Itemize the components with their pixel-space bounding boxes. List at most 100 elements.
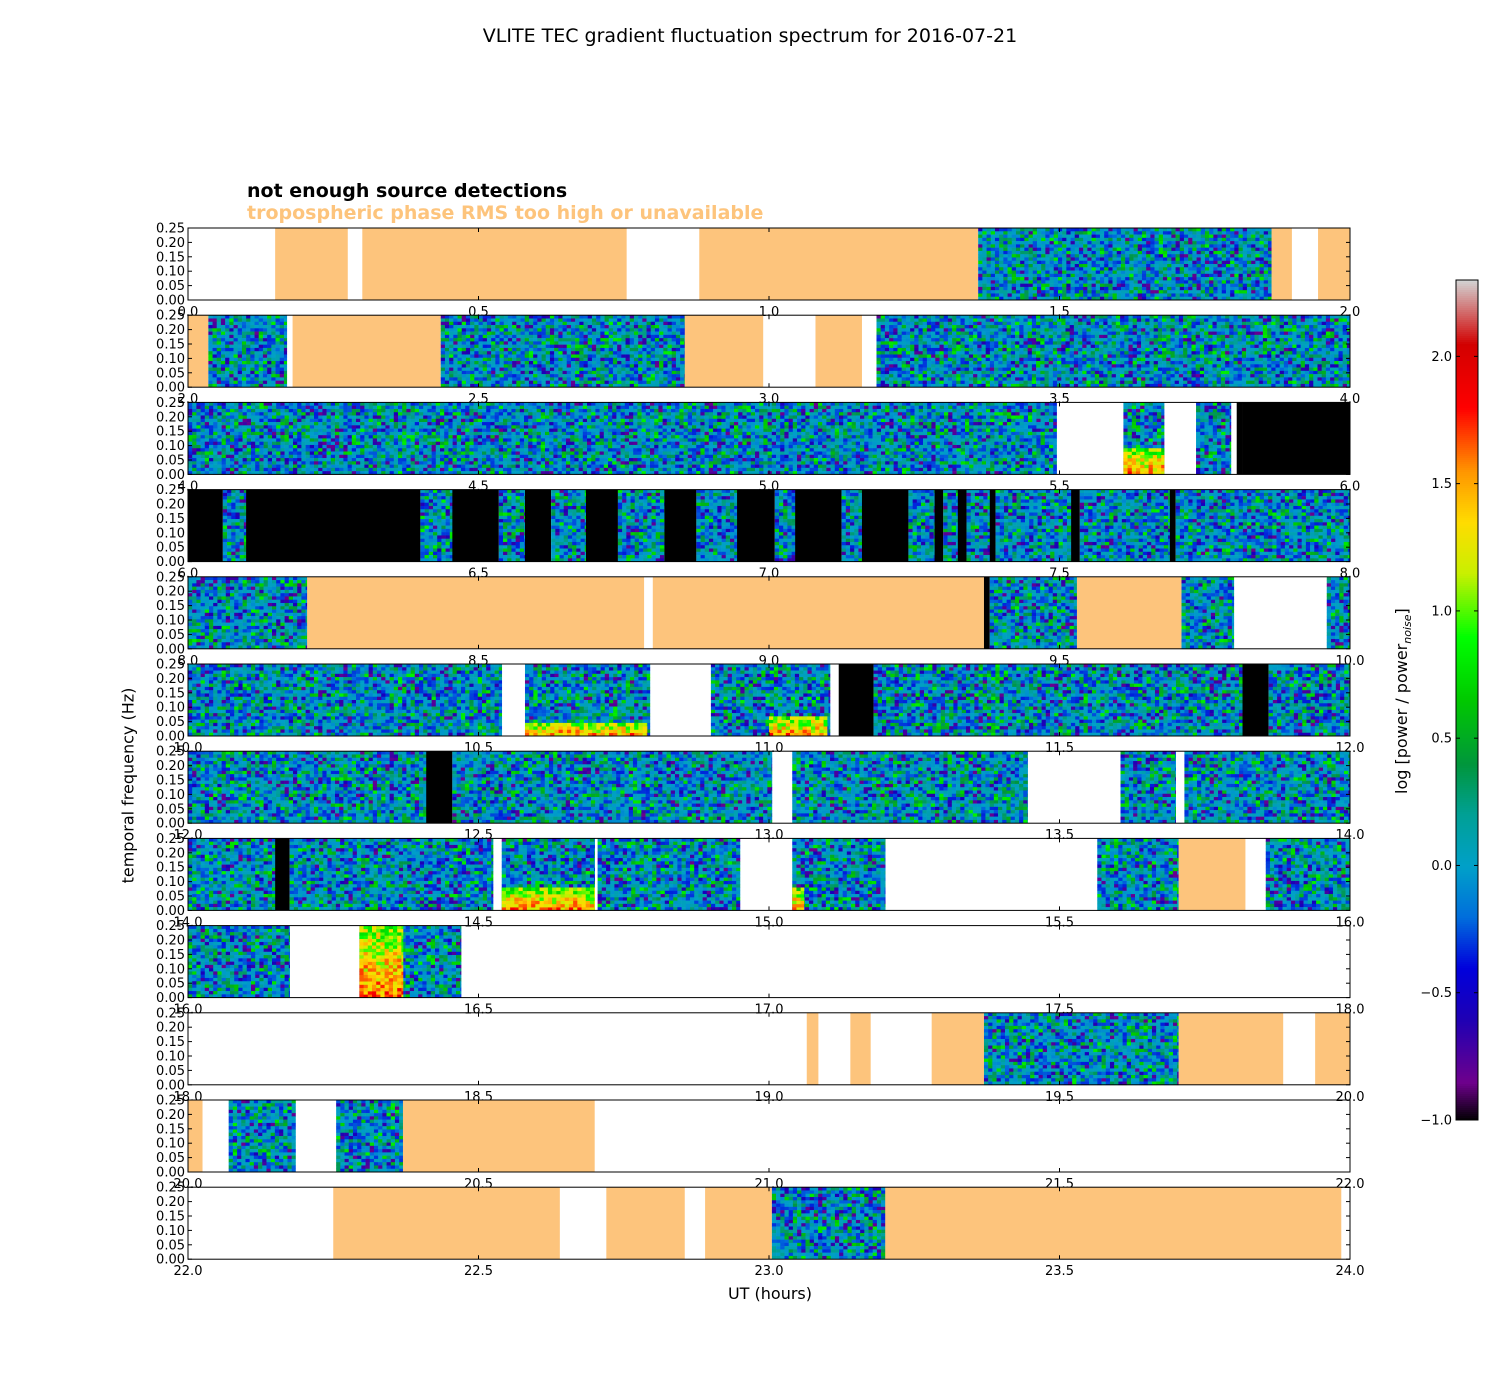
y-tick-label: 0.25 <box>156 919 185 934</box>
legend-lowdet-text: not enough source detections <box>247 180 567 202</box>
segment-tropo <box>885 1187 1342 1260</box>
segment-tropo <box>806 1012 819 1085</box>
segment-tropo <box>1318 228 1350 300</box>
y-tick-label: 0.15 <box>156 338 185 353</box>
segment-tropo <box>699 228 979 300</box>
x-tick-label: 13.5 <box>1045 828 1074 843</box>
data-segment <box>876 315 1351 388</box>
data-segment <box>188 664 503 737</box>
segment-tropo <box>606 1187 685 1260</box>
y-tick-label: 0.25 <box>156 570 185 585</box>
y-tick-label: 0.25 <box>156 1006 185 1021</box>
data-segment <box>1196 402 1232 475</box>
x-tick-label: 16.5 <box>464 1003 493 1018</box>
segment-lowdet <box>524 489 552 562</box>
segment-lowdet <box>1071 489 1080 562</box>
panel-4: 0.000.050.100.150.200.256.0 6.5 7.0 7.5 8.0 <box>156 483 1360 581</box>
data-segment <box>841 489 863 562</box>
y-tick-label: 0.20 <box>156 498 185 513</box>
segment-lowdet <box>1242 402 1350 475</box>
legend-tropo-text: tropospheric phase RMS too high or unava… <box>247 202 763 224</box>
segment-tropo <box>705 1187 772 1260</box>
segment-tropo <box>188 315 209 388</box>
segment-tropo <box>362 228 627 300</box>
x-tick-label: 23.0 <box>755 1264 784 1279</box>
data-segment <box>966 489 991 562</box>
hotspot <box>1123 448 1165 475</box>
x-tick-label: 20.0 <box>174 1177 203 1192</box>
data-segment <box>1326 576 1351 650</box>
y-tick-label: 0.20 <box>156 410 185 425</box>
segment-lowdet <box>838 664 874 736</box>
data-segment <box>208 315 288 388</box>
y-tick-label: 0.05 <box>156 1151 185 1166</box>
y-tick-label: 0.05 <box>156 541 185 556</box>
data-segment <box>1268 664 1351 737</box>
colorbar-label-end: ] <box>1392 608 1411 614</box>
data-segment <box>908 489 935 562</box>
segment-lowdet <box>1242 664 1269 736</box>
colorbar-tick-label: 1.0 <box>1431 604 1452 619</box>
colorbar-tick-label: −0.5 <box>1420 986 1452 1001</box>
segment-lowdet <box>1169 489 1176 562</box>
y-tick-label: 0.15 <box>156 948 185 963</box>
y-tick-label: 0.10 <box>156 265 185 280</box>
y-tick-label: 0.20 <box>156 323 185 338</box>
segment-tropo <box>402 1100 595 1172</box>
segment-lowdet <box>737 489 775 562</box>
colorbar-tick-label: 0.5 <box>1431 732 1452 747</box>
hotspot <box>501 887 595 911</box>
y-tick-label: 0.05 <box>156 279 185 294</box>
y-tick-label: 0.25 <box>156 1094 185 1109</box>
y-tick-label: 0.00 <box>156 1166 185 1181</box>
y-tick-label: 0.25 <box>156 483 185 498</box>
data-segment <box>943 489 959 562</box>
y-tick-label: 0.00 <box>156 730 185 745</box>
y-tick-label: 0.15 <box>156 686 185 701</box>
segment-lowdet <box>452 489 499 562</box>
data-segment <box>188 925 290 998</box>
data-segment <box>873 664 1243 737</box>
data-segment <box>188 402 1057 475</box>
x-tick-label: 14.5 <box>464 915 493 930</box>
x-tick-label: 16.0 <box>1336 915 1365 930</box>
hotspot <box>792 887 805 911</box>
y-tick-label: 0.05 <box>156 628 185 643</box>
data-segment <box>774 489 796 562</box>
segment-tropo <box>684 315 764 388</box>
y-tick-label: 0.05 <box>156 1238 185 1253</box>
segment-lowdet <box>861 489 909 562</box>
y-tick-label: 0.15 <box>156 512 185 527</box>
y-axis-label: temporal frequency (Hz) <box>118 688 137 884</box>
y-tick-label: 0.10 <box>156 962 185 977</box>
segment-tropo <box>292 315 441 388</box>
segment-tropo <box>1178 838 1246 911</box>
data-segment <box>188 838 276 911</box>
data-segment <box>228 1100 296 1173</box>
data-segment <box>551 489 587 562</box>
y-tick-label: 0.15 <box>156 861 185 876</box>
y-tick-label: 0.00 <box>156 555 185 570</box>
segment-lowdet <box>934 489 944 562</box>
y-tick-label: 0.20 <box>156 672 185 687</box>
segment-lowdet <box>426 751 453 824</box>
y-tick-label: 0.20 <box>156 1021 185 1036</box>
y-tick-label: 0.05 <box>156 454 185 469</box>
y-tick-label: 0.05 <box>156 977 185 992</box>
segment-lowdet <box>1236 402 1243 475</box>
y-tick-label: 0.10 <box>156 1050 185 1065</box>
data-segment <box>617 489 665 562</box>
y-tick-label: 0.00 <box>156 468 185 483</box>
x-tick-label: 22.0 <box>174 1264 203 1279</box>
data-segment <box>498 489 526 562</box>
segment-tropo <box>1178 1012 1284 1085</box>
segment-tropo <box>1271 228 1292 300</box>
x-tick-label: 17.0 <box>755 1003 784 1018</box>
legend-nodata-text: no VLITE data or scan too short <box>247 158 584 180</box>
